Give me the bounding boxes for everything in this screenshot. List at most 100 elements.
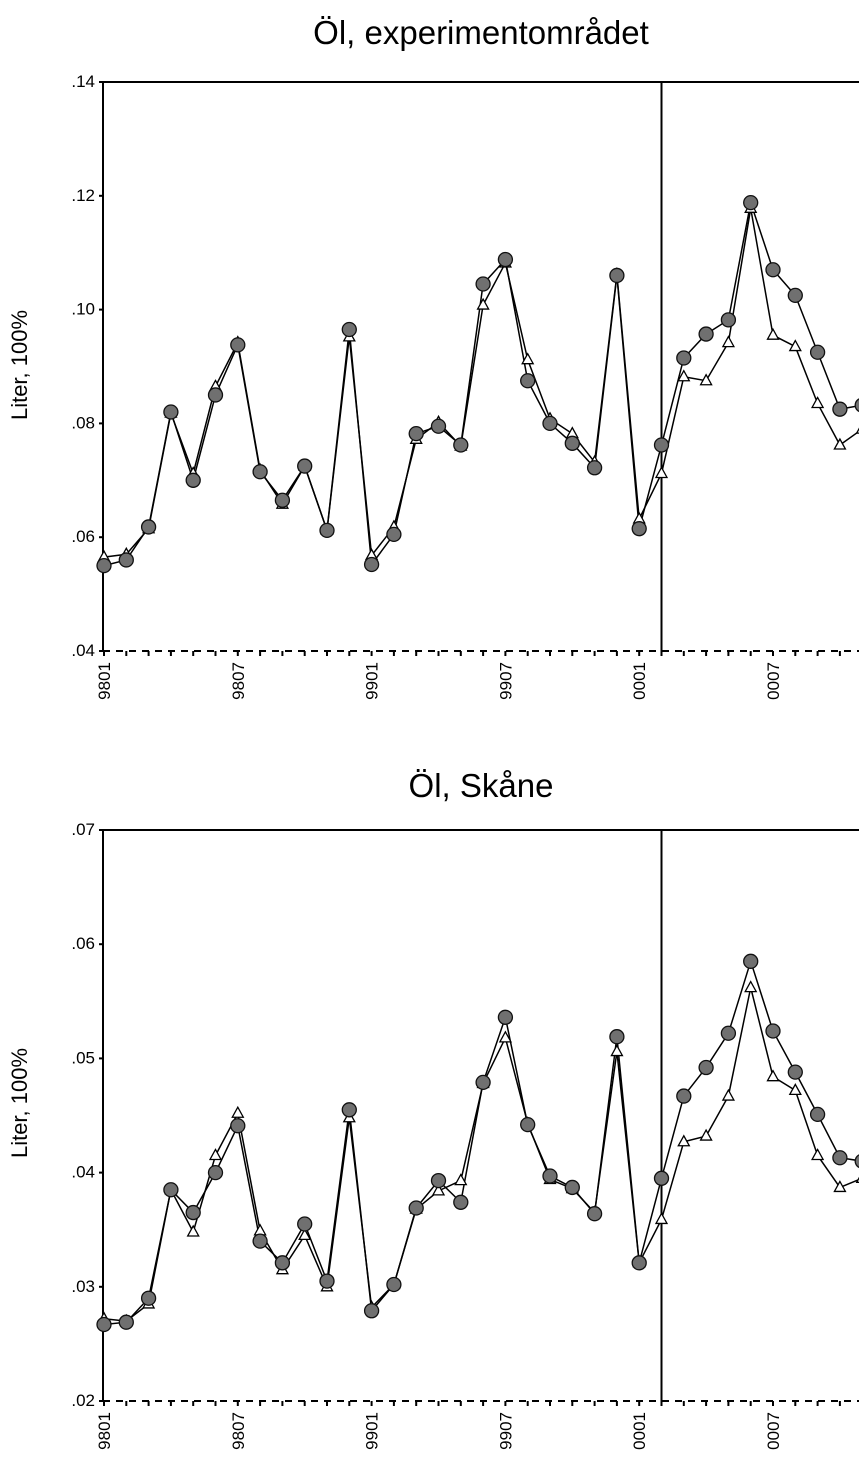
x-tick-label: 9807 [229,662,248,700]
x-tick-label: 9907 [496,1412,515,1450]
circle-point [408,425,424,442]
circle-point [230,1118,246,1134]
triangle-point [677,369,691,382]
circle-point [430,418,447,434]
circle-point [163,404,179,420]
circle-point [363,1303,380,1319]
y-tick-label: .03 [71,1277,95,1296]
triangle-point [654,466,669,479]
y-tick-label: .06 [71,934,95,953]
triangle-point [744,980,758,993]
circle-point [252,1233,268,1249]
circle-point [497,251,514,268]
circle-point [809,1106,826,1123]
x-tick-label: 0001 [630,662,649,700]
circle-point [698,1059,714,1076]
chart-panel-bottom: Öl, Skåne Liter, 100% .02.03.04.05.06.07… [0,745,859,1461]
circle-point [453,437,469,453]
circle-point [720,1025,737,1041]
x-tick-label: 9807 [229,1412,248,1450]
triangle-point [766,1069,780,1082]
triangle-point [298,1228,312,1241]
circle-point [765,262,781,278]
triangle-point [721,1088,735,1101]
circle-point [140,1290,157,1306]
chart-panel-top: Öl, experimentområdet Liter, 100% .04.06… [0,0,859,730]
circle-point [653,437,670,453]
triangle-point [498,1030,512,1043]
triangle-point [208,1148,223,1161]
circle-point [631,521,647,537]
circle-point [564,1179,580,1196]
triangle-point [476,297,490,310]
x-tick-label: 9901 [363,662,382,700]
circle-point [520,373,536,389]
triangle-point [721,335,735,348]
triangle-point [833,437,847,450]
circle-point [653,1170,670,1186]
triangle-point [788,1083,802,1096]
circle-point [586,1206,603,1222]
series-line-0 [103,958,859,1326]
circle-point [319,522,335,539]
circle-point [475,1074,491,1091]
circle-point [96,558,112,574]
triangle-point [788,339,802,352]
triangle-point [766,327,780,340]
circle-point [854,1154,859,1169]
circle-point [140,519,157,535]
circle-point [698,326,714,342]
y-tick-label: .10 [71,300,95,319]
x-tick-label: 9801 [95,1412,114,1450]
circle-point [96,1316,112,1333]
circle-point [341,321,357,338]
chart-title: Öl, Skåne [408,767,554,804]
triangle-point [431,1183,446,1196]
triangle-point [610,1044,624,1057]
x-tick-label: 0007 [764,1412,783,1450]
x-tick-label: 0001 [630,1412,649,1450]
triangle-point [654,1212,669,1225]
circle-point [185,1204,201,1221]
circle-point [319,1273,335,1289]
circle-point [118,552,134,568]
circle-point [163,1182,179,1198]
triangle-point [811,1148,825,1161]
circle-point [118,1314,134,1330]
triangle-point [855,427,859,434]
triangle-point [454,1173,468,1186]
circle-point [386,1276,402,1293]
y-tick-label: .04 [71,641,95,660]
y-tick-label: .02 [71,1391,95,1410]
circle-point [765,1023,781,1039]
circle-point [542,1168,558,1184]
circle-point [787,287,803,304]
circle-point [408,1200,424,1216]
circle-point [609,1029,625,1045]
triangle-point [231,1105,245,1118]
y-tick-label: .06 [71,527,95,546]
circle-point [497,1009,514,1025]
x-tick-label: 0007 [764,662,783,700]
circle-point [586,460,603,476]
triangle-point [855,1176,859,1183]
line-chart: .02 .03 .04 .05 .06 .07 9801 9807 9901 9907 0001 00… [71,820,859,1450]
circle-point [386,526,402,543]
circle-point [631,1255,647,1271]
circle-point [676,350,692,366]
x-tick-label: 9801 [95,662,114,700]
y-tick-label: .04 [71,1163,95,1182]
circle-point [430,1172,447,1189]
triangle-point [253,1223,267,1236]
y-tick-label: .05 [71,1048,95,1067]
circle-point [720,312,737,328]
circle-point [475,276,491,292]
circle-point [274,492,291,508]
circle-point [252,464,268,480]
y-tick-label: .08 [71,413,95,432]
circle-point [743,953,759,969]
circle-point [274,1255,291,1271]
x-tick-label: 9901 [363,1412,382,1450]
triangle-point [186,1224,200,1237]
circle-point [542,415,558,432]
